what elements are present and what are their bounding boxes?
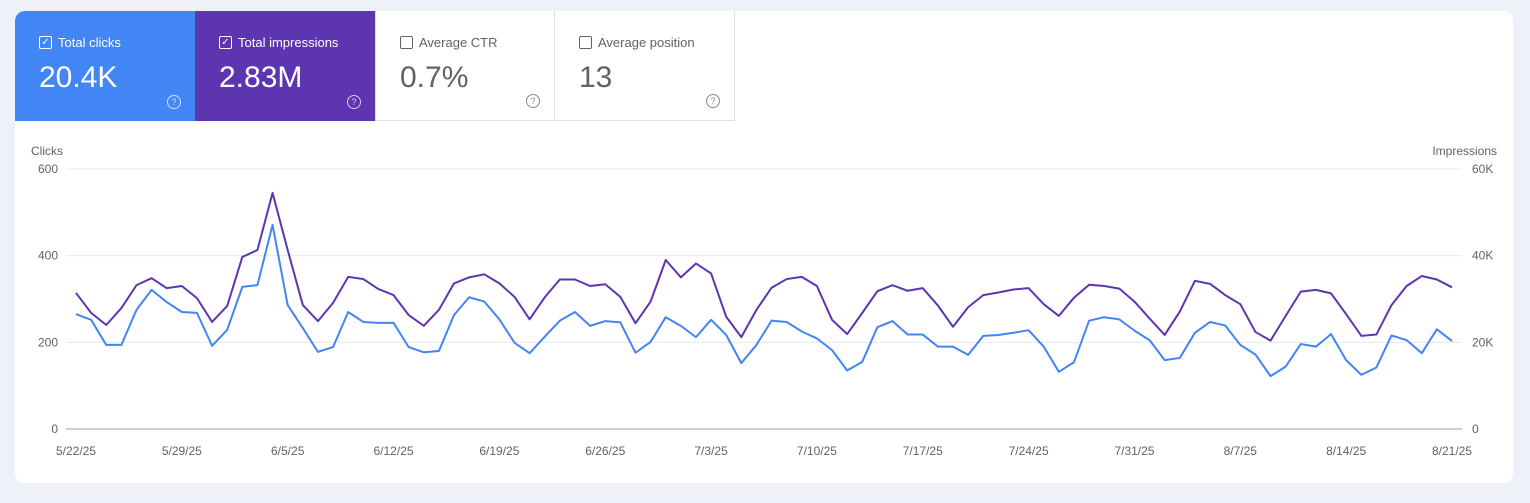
metric-label: Total impressions [238, 35, 339, 50]
right-tick-label: 60K [1472, 162, 1493, 176]
x-tick-label: 7/24/25 [1009, 444, 1049, 458]
checkbox-checked-icon[interactable]: ✓ [219, 36, 232, 49]
checkbox-unchecked-icon[interactable] [579, 36, 592, 49]
x-tick-label: 7/17/25 [903, 444, 943, 458]
metric-value: 20.4K [39, 61, 118, 94]
right-axis-label: Impressions [1432, 144, 1497, 158]
metric-label: Average CTR [419, 35, 498, 50]
metric-tile-average-position[interactable]: Average position 13 ? [555, 11, 735, 121]
x-tick-label: 6/12/25 [374, 444, 414, 458]
x-tick-label: 8/21/25 [1432, 444, 1472, 458]
left-tick-label: 600 [38, 162, 58, 176]
right-tick-label: 20K [1472, 335, 1493, 349]
checkbox-checked-icon[interactable]: ✓ [39, 36, 52, 49]
left-tick-label: 0 [51, 422, 58, 436]
x-tick-label: 6/19/25 [479, 444, 519, 458]
checkbox-unchecked-icon[interactable] [400, 36, 413, 49]
help-icon[interactable]: ? [347, 95, 361, 109]
x-tick-label: 7/3/25 [694, 444, 728, 458]
right-tick-label: 0 [1472, 422, 1479, 436]
x-tick-label: 5/29/25 [162, 444, 202, 458]
metric-label: Average position [598, 35, 695, 50]
series-line-clicks [75, 223, 1453, 378]
x-tick-label: 8/14/25 [1326, 444, 1366, 458]
metric-label: Total clicks [58, 35, 121, 50]
metric-value: 13 [579, 61, 613, 94]
metric-tile-total-impressions[interactable]: ✓ Total impressions 2.83M ? [195, 11, 375, 121]
x-tick-label: 7/31/25 [1114, 444, 1154, 458]
x-tick-label: 6/5/25 [271, 444, 305, 458]
left-axis-label: Clicks [31, 144, 63, 158]
series-line-impressions [75, 191, 1453, 342]
x-tick-label: 8/7/25 [1224, 444, 1258, 458]
x-tick-label: 6/26/25 [585, 444, 625, 458]
metric-tile-average-ctr[interactable]: Average CTR 0.7% ? [375, 11, 555, 121]
x-tick-label: 7/10/25 [797, 444, 837, 458]
metric-value: 0.7% [400, 61, 469, 94]
help-icon[interactable]: ? [706, 94, 720, 108]
metric-tile-total-clicks[interactable]: ✓ Total clicks 20.4K ? [15, 11, 195, 121]
left-tick-label: 400 [38, 249, 58, 263]
metric-value: 2.83M [219, 61, 303, 94]
help-icon[interactable]: ? [167, 95, 181, 109]
left-tick-label: 200 [38, 335, 58, 349]
right-tick-label: 40K [1472, 249, 1493, 263]
x-tick-label: 5/22/25 [56, 444, 96, 458]
help-icon[interactable]: ? [526, 94, 540, 108]
performance-card: ✓ Total clicks 20.4K ? ✓ Total impressions… [15, 11, 1513, 483]
